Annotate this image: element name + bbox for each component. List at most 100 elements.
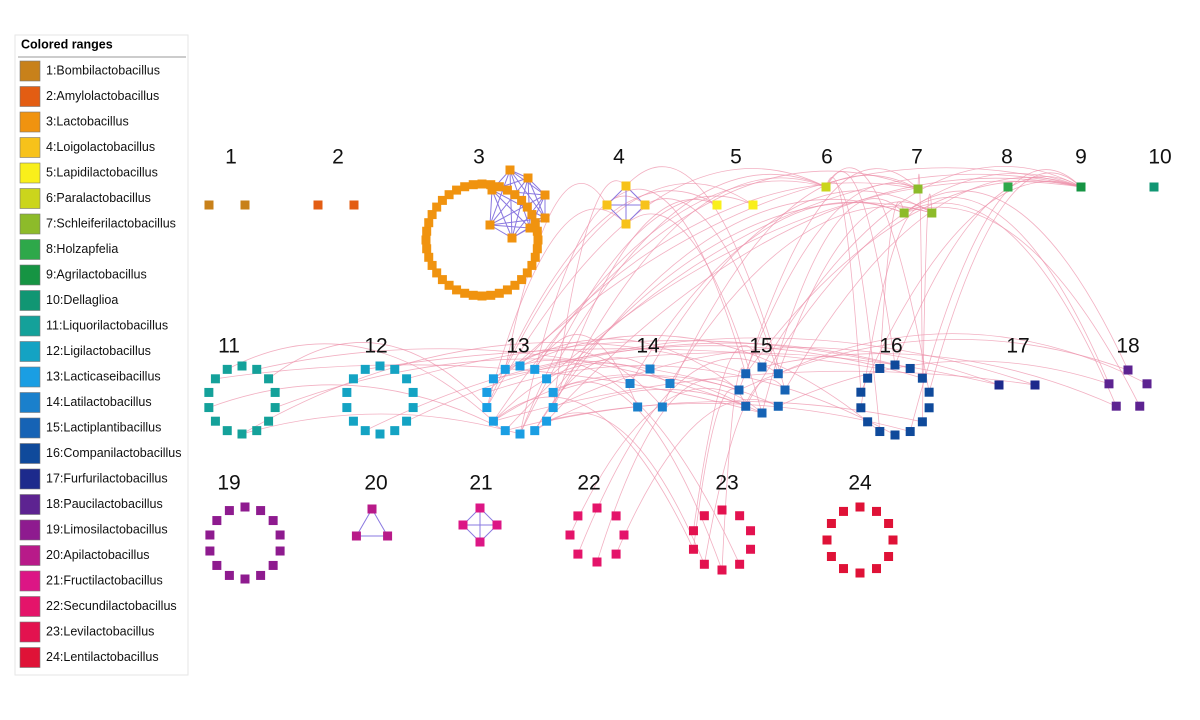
node xyxy=(444,280,454,290)
legend-box xyxy=(14,34,189,676)
edge xyxy=(489,224,531,229)
node xyxy=(494,182,504,192)
node xyxy=(468,290,478,300)
edge xyxy=(721,367,747,571)
cluster-label: 18 xyxy=(1116,335,1139,358)
edge xyxy=(241,413,521,435)
edge xyxy=(825,167,930,393)
node xyxy=(402,416,412,426)
cluster-label: 13 xyxy=(506,335,529,358)
node xyxy=(888,535,898,545)
node xyxy=(717,505,727,515)
node xyxy=(204,387,214,397)
node xyxy=(856,387,866,397)
cluster-label: 21 xyxy=(469,472,492,495)
node xyxy=(222,426,232,436)
node xyxy=(477,291,487,301)
node xyxy=(1111,401,1121,411)
node xyxy=(1104,379,1114,389)
node xyxy=(573,549,583,559)
edge xyxy=(493,396,694,550)
legend-swatch xyxy=(19,621,41,643)
node xyxy=(375,429,385,439)
node xyxy=(204,200,214,210)
edge xyxy=(534,388,763,431)
node xyxy=(619,530,629,540)
node xyxy=(502,285,512,295)
legend-swatch xyxy=(19,443,41,464)
edge xyxy=(917,173,923,379)
node xyxy=(994,380,1004,390)
edge xyxy=(825,177,862,393)
legend-swatch xyxy=(19,596,41,617)
node xyxy=(492,520,502,530)
cluster-label: 17 xyxy=(1006,335,1029,358)
node xyxy=(268,560,278,570)
node xyxy=(432,268,442,278)
legend-item: 20:Apilactobacillus xyxy=(46,548,150,562)
node xyxy=(264,374,274,384)
node xyxy=(905,363,915,373)
edge xyxy=(649,190,933,370)
node xyxy=(872,506,881,516)
node xyxy=(437,275,447,285)
legend-item: 10:Dellaglioa xyxy=(46,293,118,307)
node xyxy=(275,546,285,556)
node xyxy=(665,379,675,389)
edge xyxy=(903,202,1117,407)
cluster-label: 1 xyxy=(225,146,237,169)
node xyxy=(899,208,909,218)
node xyxy=(688,526,698,536)
legend-item: 6:Paralactobacillus xyxy=(46,191,151,205)
node xyxy=(424,252,434,262)
node xyxy=(532,226,542,236)
node xyxy=(927,208,937,218)
node xyxy=(863,373,873,383)
node xyxy=(252,364,262,374)
edge xyxy=(625,166,786,391)
node xyxy=(611,549,621,559)
node xyxy=(688,544,698,554)
edge xyxy=(227,343,494,422)
edge xyxy=(491,189,531,229)
node xyxy=(458,520,468,530)
edges xyxy=(208,166,1148,571)
legend-item: 7:Schleiferilactobacillus xyxy=(46,216,176,230)
edge xyxy=(534,199,905,431)
legend-item: 19:Limosilactobacillus xyxy=(46,522,168,536)
node xyxy=(275,530,285,540)
node xyxy=(487,185,497,195)
edge xyxy=(778,360,1110,407)
cluster-label: 12 xyxy=(364,335,387,358)
node xyxy=(360,426,370,436)
node xyxy=(884,519,894,528)
node xyxy=(256,506,266,516)
node xyxy=(502,185,512,195)
node xyxy=(602,200,612,210)
cluster-label: 20 xyxy=(364,472,387,495)
legend-swatch xyxy=(19,188,41,209)
node xyxy=(313,200,323,210)
legend-item: 1:Bombilactobacillus xyxy=(46,63,160,77)
node xyxy=(855,568,865,578)
cluster-label: 11 xyxy=(218,335,240,358)
edge xyxy=(903,190,1129,371)
node xyxy=(240,502,250,512)
node xyxy=(237,429,247,439)
edge xyxy=(879,201,905,369)
node xyxy=(1142,379,1152,389)
node xyxy=(530,218,540,228)
edge xyxy=(577,358,779,555)
edge xyxy=(489,194,546,226)
cluster-label: 15 xyxy=(749,335,772,358)
legend-swatch xyxy=(19,519,41,541)
node xyxy=(872,564,881,574)
node xyxy=(444,190,454,200)
legend-item: 24:Lentilactobacillus xyxy=(46,650,159,664)
node xyxy=(204,403,214,413)
node xyxy=(875,363,885,373)
cluster-label: 24 xyxy=(848,472,872,495)
node xyxy=(699,559,709,569)
edge xyxy=(215,364,763,414)
